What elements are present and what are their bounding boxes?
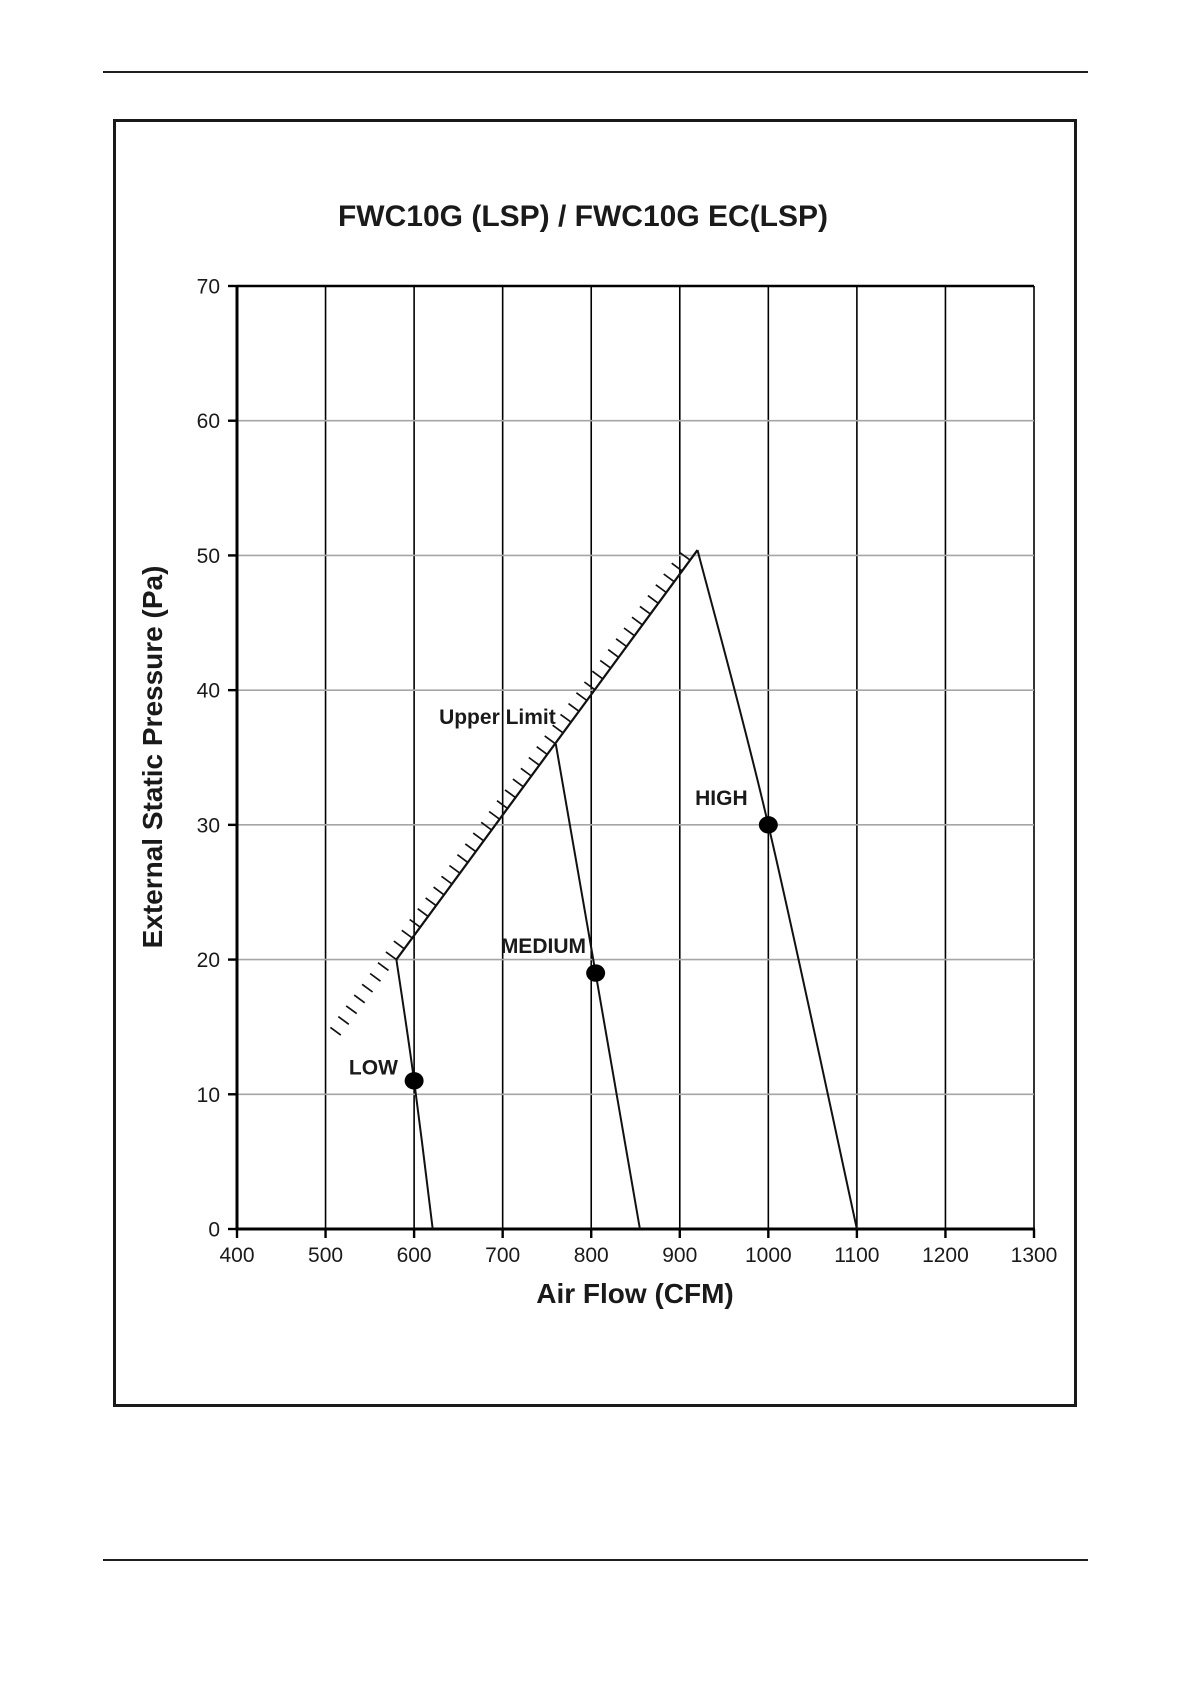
hatch-tick [361, 983, 374, 993]
hatch-tick [567, 702, 580, 712]
series-label-high: HIGH [695, 787, 748, 810]
hatch-tick [448, 864, 461, 874]
hatch-tick [607, 648, 620, 658]
hatch-tick [329, 1026, 342, 1036]
x-tick-label: 1300 [1011, 1244, 1058, 1267]
hatch-tick [536, 746, 548, 756]
data-point-markers [404, 816, 778, 1090]
hatch-tick [528, 756, 540, 766]
data-point-medium [586, 964, 606, 982]
x-tick-label: 800 [574, 1244, 609, 1267]
hatch-tick [599, 659, 612, 669]
gridlines [236, 284, 1035, 1229]
y-tick-label: 20 [197, 949, 220, 972]
series-label-low: LOW [349, 1056, 398, 1079]
x-tick-label: 700 [485, 1244, 520, 1267]
hatch-tick [591, 670, 604, 680]
hatch-tick [480, 821, 493, 831]
hatch-tick [647, 594, 659, 604]
hatch-tick [472, 832, 485, 842]
axes [228, 284, 1036, 1238]
hatch-tick [369, 972, 382, 982]
fan-curves [395, 549, 858, 1230]
hatch-tick [663, 573, 675, 583]
hatch-tick [433, 886, 445, 896]
hatch-tick [425, 897, 437, 907]
chart-title: FWC10G (LSP) / FWC10G EC(LSP) [338, 200, 828, 233]
hatch-tick [575, 692, 588, 702]
x-tick-label: 600 [397, 1244, 432, 1267]
hatch-tick [512, 778, 524, 788]
y-tick-label: 70 [197, 276, 220, 299]
hatch-tick [464, 843, 477, 853]
y-tick-label: 50 [197, 545, 220, 568]
hatch-tick [385, 951, 397, 961]
hatch-tick [559, 713, 572, 723]
series-label-medium: MEDIUM [501, 935, 586, 958]
hatch-tick [615, 638, 628, 648]
hatch-tick [417, 908, 429, 918]
upper-limit-boundary [329, 549, 699, 1036]
hatch-tick [623, 627, 636, 637]
hatch-tick [488, 810, 501, 820]
hatch-tick [440, 875, 453, 885]
x-tick-label: 1000 [745, 1244, 792, 1267]
hatch-tick [496, 800, 509, 810]
chart-frame [113, 119, 1077, 1407]
hatch-tick [520, 767, 532, 777]
x-axis-title: Air Flow (CFM) [536, 1278, 734, 1309]
x-tick-label: 500 [308, 1244, 343, 1267]
hatch-tick [345, 1005, 358, 1015]
data-point-high [758, 816, 778, 834]
y-tick-label: 30 [197, 814, 220, 837]
x-tick-label: 1100 [834, 1244, 879, 1267]
tick-labels: 400 500 600 700 800 900 1000 1100 1200 1300 0 10 20 3… [197, 276, 1058, 1268]
hatch-tick [679, 551, 691, 561]
data-point-low [404, 1072, 424, 1090]
hatch-tick [544, 735, 556, 745]
hatch-tick [377, 962, 390, 972]
hatch-tick [353, 994, 366, 1004]
hatch-tick [456, 854, 469, 864]
upper-limit-line [395, 549, 699, 961]
fan-curve-medium [554, 743, 641, 1230]
x-tick-label: 1200 [922, 1244, 969, 1267]
hatch-tick [552, 724, 564, 734]
y-tick-label: 40 [197, 680, 220, 703]
y-tick-label: 60 [197, 410, 220, 433]
hatch-tick [401, 929, 413, 939]
hatch-tick [409, 918, 421, 928]
y-tick-label: 0 [208, 1219, 220, 1242]
hatch-tick [504, 789, 517, 799]
hatch-tick [337, 1015, 350, 1025]
x-tick-label: 900 [662, 1244, 697, 1267]
y-tick-label: 10 [197, 1084, 220, 1107]
series-label-upper-limit: Upper Limit [439, 706, 556, 729]
hatch-tick [583, 681, 596, 691]
hatch-tick [393, 940, 405, 950]
y-axis-title: External Static Pressure (Pa) [137, 566, 168, 949]
series-labels: LOW MEDIUM HIGH Upper Limit [349, 706, 748, 1079]
hatch-tick [631, 616, 644, 626]
fan-curve-high [696, 549, 858, 1230]
hatch-tick [639, 605, 651, 615]
hatch-tick [671, 562, 683, 572]
x-tick-label: 400 [219, 1244, 254, 1267]
hatch-tick [655, 584, 667, 594]
